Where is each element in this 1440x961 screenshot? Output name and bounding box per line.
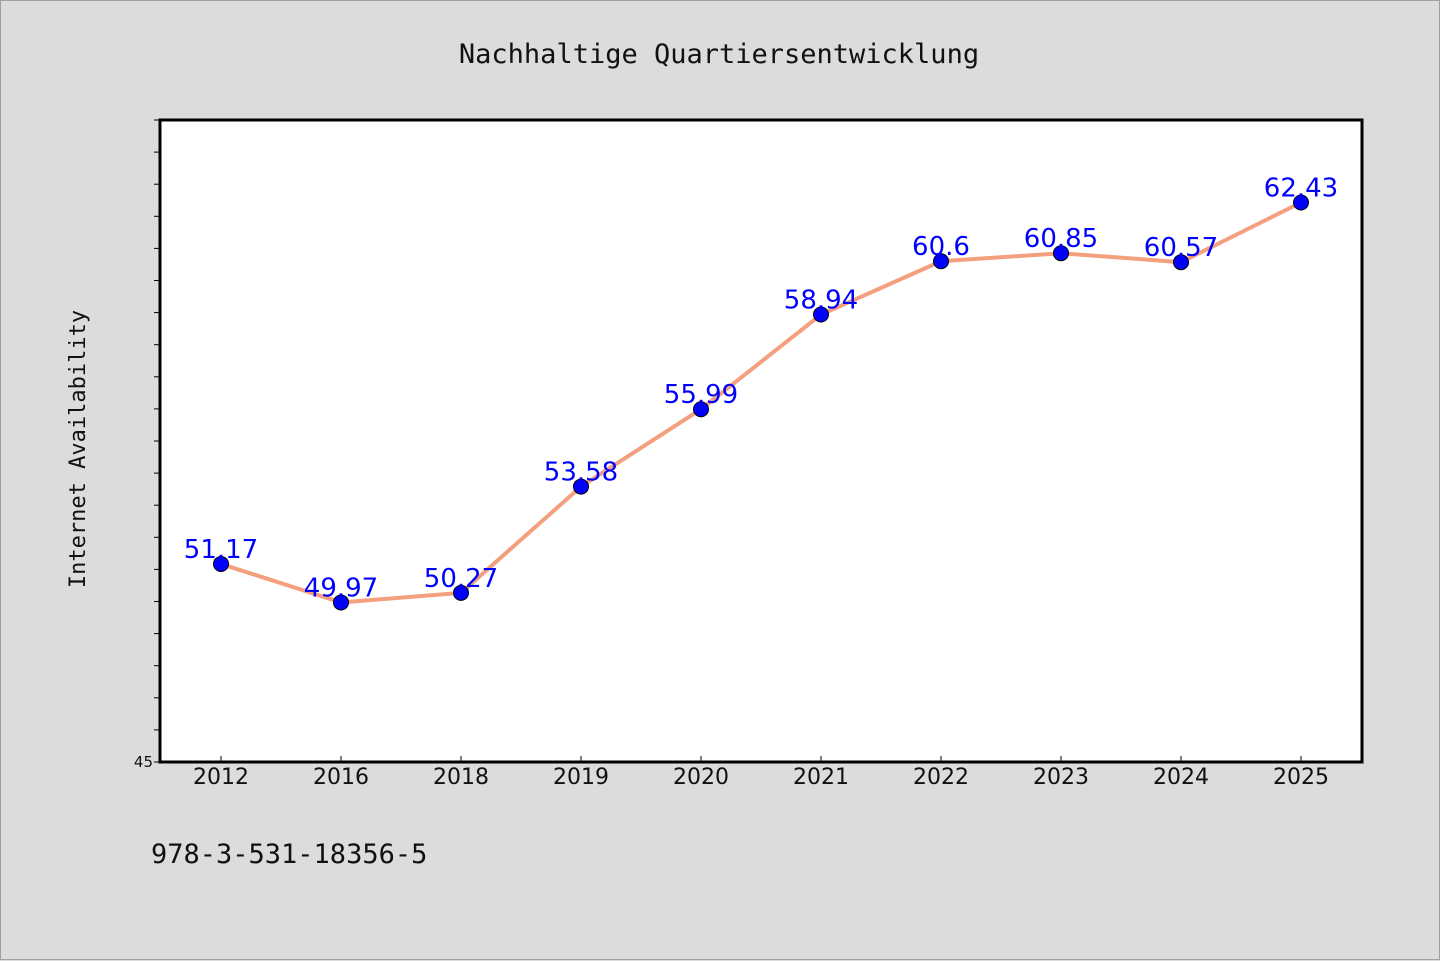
plot-area — [158, 118, 1364, 764]
x-tick-label: 2018 — [433, 765, 489, 790]
data-label: 53.58 — [544, 458, 618, 488]
y-axis-label: Internet Availability — [66, 310, 91, 588]
data-labels: 51.17 49.97 50.27 53.58 55.99 58.94 60.6 60.85 6… — [184, 173, 1338, 603]
data-label: 60.57 — [1144, 233, 1218, 263]
y-axis-tick-labels: 45 — [134, 753, 153, 771]
x-tick-label: 2021 — [793, 765, 849, 790]
x-tick-label: 2019 — [553, 765, 609, 790]
data-point — [333, 594, 349, 611]
data-label: 49.97 — [304, 573, 378, 603]
data-point — [1293, 194, 1309, 211]
x-tick-label: 2012 — [193, 765, 249, 790]
x-tick-label: 2025 — [1273, 765, 1329, 790]
data-label: 50.27 — [424, 564, 498, 594]
data-point — [1173, 254, 1189, 271]
data-point — [453, 584, 469, 601]
data-label: 62.43 — [1264, 173, 1338, 203]
x-axis-ticks — [220, 756, 1302, 762]
data-label: 60.6 — [912, 232, 970, 262]
data-point — [1053, 245, 1069, 262]
y-tick-label: 45 — [134, 753, 153, 771]
data-label: 51.17 — [184, 535, 258, 565]
data-label: 60.85 — [1024, 224, 1098, 254]
data-label: 58.94 — [784, 286, 858, 316]
x-axis-tick-labels: 2012 2016 2018 2019 2020 2021 2022 2023 2024 2025 — [193, 765, 1329, 790]
series-lines — [219, 200, 1303, 605]
x-tick-label: 2022 — [913, 765, 969, 790]
y-axis-ticks — [154, 119, 160, 763]
data-point — [933, 253, 949, 270]
data-point — [213, 555, 229, 572]
data-point — [813, 306, 829, 323]
data-markers — [213, 194, 1309, 611]
x-tick-label: 2024 — [1153, 765, 1209, 790]
data-point — [693, 401, 709, 418]
data-point — [573, 478, 589, 495]
chart-title: Nachhaltige Quartiersentwicklung — [459, 39, 979, 70]
x-tick-label: 2020 — [673, 765, 729, 790]
footer-code: 978-3-531-18356-5 — [151, 839, 427, 870]
series-line — [219, 200, 1303, 605]
data-label: 55.99 — [664, 380, 738, 410]
x-tick-label: 2023 — [1033, 765, 1089, 790]
x-tick-label: 2016 — [313, 765, 369, 790]
